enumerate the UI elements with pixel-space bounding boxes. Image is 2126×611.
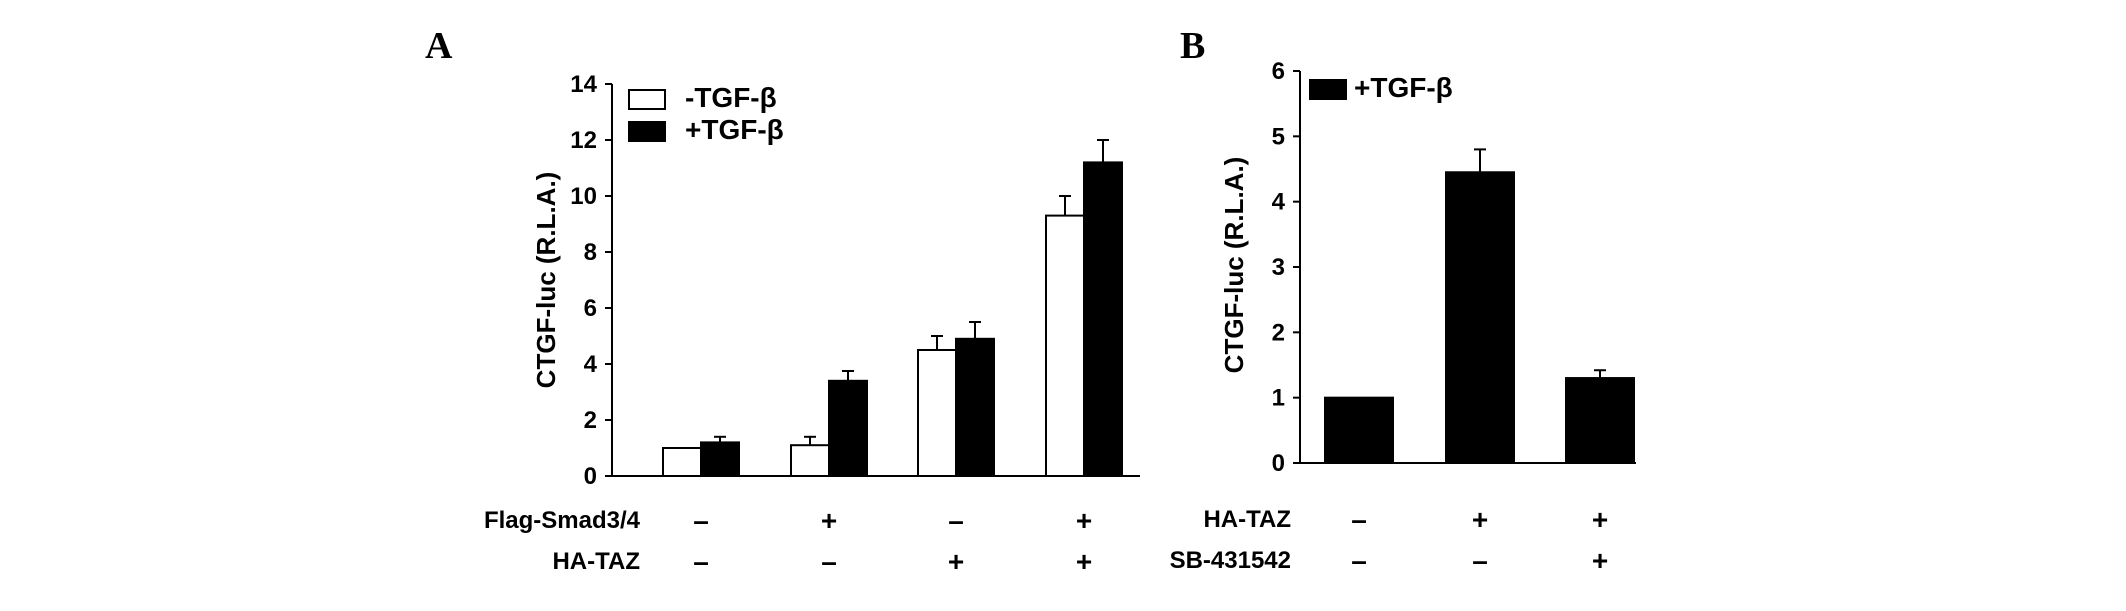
panel-a-condition-mark: +: [1076, 505, 1092, 536]
panel-a-bar: [662, 447, 702, 477]
panel-b-bar: [1445, 171, 1515, 464]
panel-b-condition-label: HA-TAZ: [1203, 506, 1291, 533]
panel-b-y-tick-label: 2: [1272, 319, 1285, 346]
panel-b-condition-mark: –: [1472, 545, 1488, 576]
panel-a-y-tick-label: 10: [570, 183, 597, 210]
panel-b-condition-mark: –: [1351, 504, 1367, 535]
panel-a-bar: [790, 444, 830, 478]
panel-a-condition-label: Flag-Smad3/4: [484, 507, 641, 534]
panel-a-condition-mark: +: [821, 505, 837, 536]
panel-a-bar: [955, 337, 995, 477]
panel-a-chart: 0 2 4 6 8 10 12 14 -TGF-β+TGF-β Flag-Smad3/4 – + – + H…: [484, 71, 1140, 577]
panel-a-y-tick-label: 0: [584, 463, 597, 490]
panel-a-y-tick-label: 8: [584, 239, 597, 266]
panel-a-bar: [700, 441, 740, 477]
panel-b-y-tick-label: 1: [1272, 385, 1285, 412]
panel-a-condition-mark: –: [821, 546, 837, 577]
panel-b-condition-mark: +: [1592, 504, 1608, 535]
panel-a-condition-label: HA-TAZ: [552, 548, 640, 575]
panel-a-y-axis-title: CTGF-luc (R.L.A.): [531, 172, 561, 389]
panel-b-y-tick-label: 4: [1272, 189, 1286, 216]
panel-b-y-tick-label: 0: [1272, 450, 1285, 477]
panel-a-y-tick-label: 12: [570, 127, 597, 154]
panel-a-condition-mark: –: [693, 546, 709, 577]
panel-b-bar: [1324, 396, 1394, 464]
panel-a-condition-mark: +: [948, 546, 964, 577]
panel-b-legend-label: +TGF-β: [1354, 72, 1453, 103]
panel-a-condition-mark: –: [693, 505, 709, 536]
panel-b-letter: B: [1180, 25, 1205, 67]
panel-b-y-axis-title: CTGF-luc (R.L.A.): [1219, 157, 1249, 374]
panel-a-y-tick-label: 4: [584, 351, 598, 378]
panel-a-legend-swatch: [628, 121, 666, 142]
panel-b-y-tick-label: 5: [1272, 123, 1285, 150]
panel-a-bar: [828, 379, 868, 477]
panel-b-y-tick-label: 6: [1272, 58, 1285, 85]
panel-a-condition-mark: +: [1076, 546, 1092, 577]
panel-a-legend-swatch: [628, 89, 666, 110]
panel-a-y-tick-label: 6: [584, 295, 597, 322]
panel-b-condition-label: SB-431542: [1170, 547, 1291, 574]
panel-a-y-tick-label: 14: [570, 71, 597, 98]
panel-a-bar: [1083, 161, 1123, 477]
panel-b-condition-mark: +: [1472, 504, 1488, 535]
panel-b-chart: 0 1 2 3 4 5 6 +TGF-β HA-TAZ – + + SB-431542 – – +: [1170, 58, 1636, 576]
panel-a-y-tick-label: 2: [584, 407, 597, 434]
panel-a-bar: [1045, 214, 1085, 477]
panel-a-legend-label: +TGF-β: [685, 114, 784, 145]
panel-b-y-tick-label: 3: [1272, 254, 1285, 281]
panel-a-letter: A: [425, 25, 453, 67]
panel-b-condition-mark: –: [1351, 545, 1367, 576]
panel-a-condition-mark: –: [948, 505, 964, 536]
panel-a-bar: [917, 349, 957, 477]
panel-a-legend-label: -TGF-β: [685, 82, 777, 113]
panel-b-bar: [1565, 377, 1635, 465]
panel-b-legend-swatch: [1309, 79, 1347, 100]
panel-b-condition-mark: +: [1592, 545, 1608, 576]
